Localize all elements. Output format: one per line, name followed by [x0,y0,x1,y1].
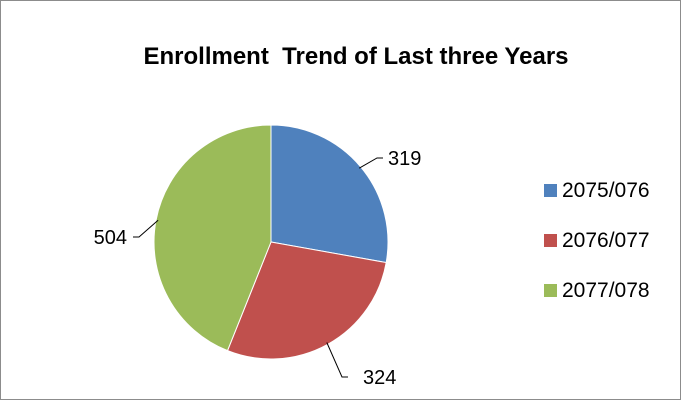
legend-label-2: 2076/077 [562,229,650,252]
legend: 2075/076 2076/077 2077/078 [544,179,650,302]
leader-line-3 [133,219,159,238]
chart-title: Enrollment Trend of Last three Years [143,43,568,70]
data-label-2: 324 [363,367,396,389]
data-label-3: 504 [94,227,127,249]
leader-line-1 [358,157,383,169]
data-labels: 319 324 504 [94,148,422,389]
pie-slices [153,124,389,360]
data-label-1: 319 [388,148,421,170]
legend-swatch-1 [544,184,557,197]
legend-label-1: 2075/076 [562,179,650,202]
legend-swatch-3 [544,284,557,297]
pie-slice-3 [153,124,272,352]
pie-slice-1 [270,124,389,264]
leader-line-2 [326,342,348,378]
legend-label-3: 2077/078 [562,279,650,302]
legend-swatch-2 [544,234,557,247]
